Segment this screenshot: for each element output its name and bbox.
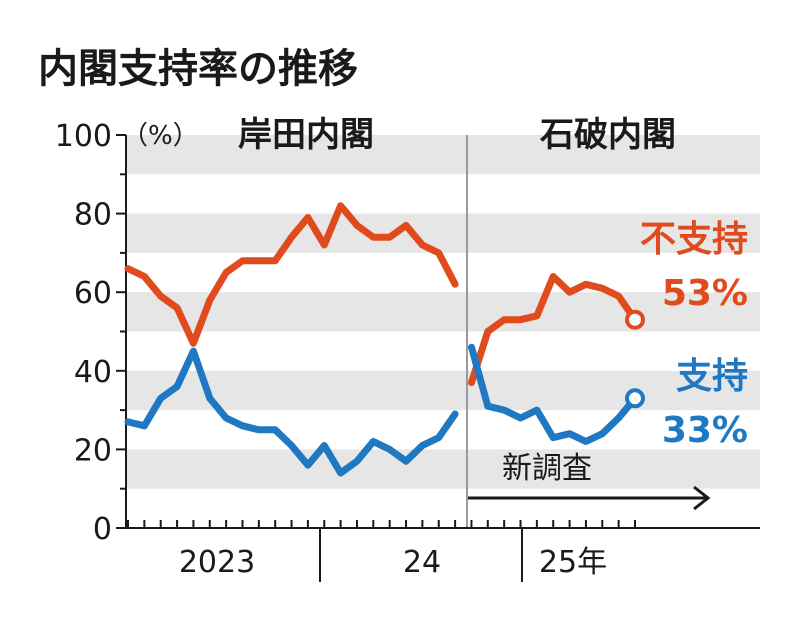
grid-bands — [126, 135, 760, 489]
y-tick-label: 0 — [93, 512, 112, 547]
y-unit-label: （%） — [122, 121, 199, 151]
approve-series-line-kishida — [124, 347, 459, 477]
y-tick-label: 20 — [74, 433, 112, 468]
x-tick-label: 2023 — [179, 545, 255, 580]
y-tick-label: 40 — [74, 355, 112, 390]
grid-band — [126, 449, 760, 489]
grid-band — [126, 292, 760, 332]
x-tick-label: 24 — [403, 545, 441, 580]
series-lines — [124, 202, 645, 477]
disapprove-final-value: 53% — [662, 273, 748, 314]
new-survey-arrow — [468, 485, 711, 511]
disapprove-series-name: 不支持 — [640, 219, 748, 260]
y-tick-label: 80 — [74, 198, 112, 233]
era-label-ishiba: 石破内閣 — [539, 115, 676, 155]
new-survey-note: 新調査 — [502, 451, 592, 486]
approve-series-line-ishiba — [468, 343, 639, 445]
disapprove-series-line-ishiba — [468, 273, 639, 387]
grid-band — [126, 135, 760, 175]
era-label-kishida: 岸田内閣 — [238, 115, 374, 155]
chart-title: 内閣支持率の推移 — [38, 46, 358, 92]
y-tick-label: 60 — [74, 276, 112, 311]
x-axis: 2023 24 25年 — [126, 520, 760, 582]
y-axis: 100 80 60 40 20 0 — [55, 119, 127, 547]
y-tick-label: 100 — [55, 119, 112, 154]
grid-band — [126, 370, 760, 411]
approve-series-name: 支持 — [676, 356, 748, 397]
approve-final-value: 33% — [662, 410, 748, 451]
disapprove-series-line-kishida — [124, 202, 459, 347]
x-tick-label: 25年 — [539, 545, 607, 580]
grid-band — [126, 213, 760, 253]
disapprove-end-marker — [625, 309, 645, 330]
approve-end-marker — [625, 388, 645, 409]
